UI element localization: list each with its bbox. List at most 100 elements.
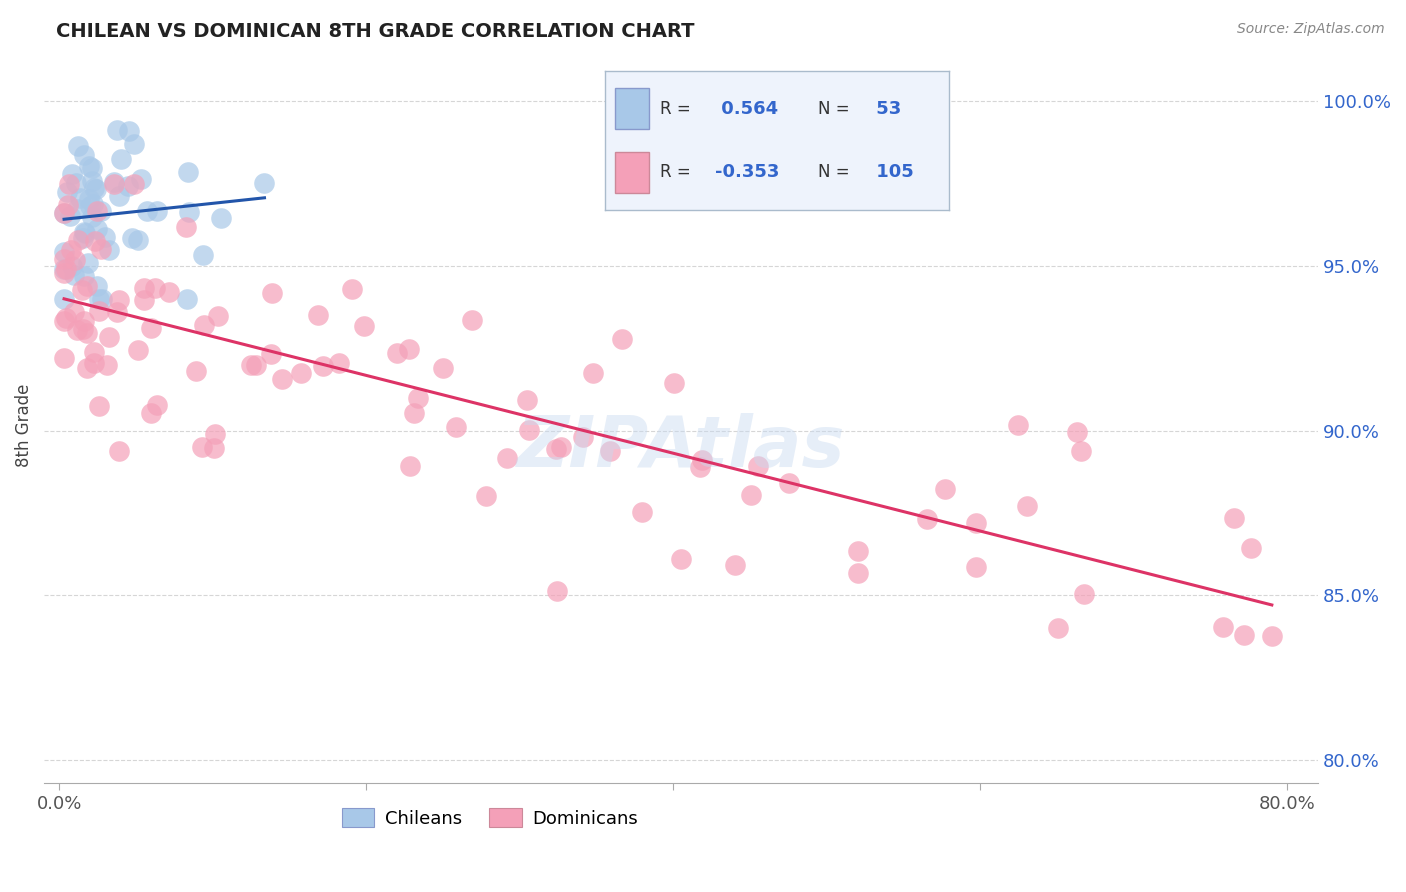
Point	[177, 205, 200, 219]
Point	[107, 305, 129, 319]
Point	[546, 442, 568, 456]
Point	[83, 181, 105, 195]
Point	[139, 406, 162, 420]
Point	[495, 450, 517, 465]
Point	[56, 185, 79, 199]
Point	[59, 209, 82, 223]
Point	[209, 211, 232, 226]
Point	[290, 366, 312, 380]
Point	[86, 278, 108, 293]
Point	[136, 204, 159, 219]
Point	[53, 266, 76, 280]
Point	[83, 355, 105, 369]
Point	[157, 285, 180, 300]
Point	[1233, 628, 1256, 642]
Point	[917, 512, 939, 526]
Point	[193, 247, 215, 261]
Point	[66, 234, 89, 248]
Point	[63, 252, 86, 267]
Point	[204, 427, 226, 442]
Text: R =: R =	[659, 163, 696, 181]
Point	[240, 358, 263, 372]
Point	[662, 376, 685, 391]
Point	[107, 293, 129, 307]
Point	[53, 351, 76, 366]
Point	[132, 293, 155, 307]
Point	[103, 175, 125, 189]
Legend: Chileans, Dominicans: Chileans, Dominicans	[335, 801, 645, 835]
Point	[108, 189, 131, 203]
Point	[474, 490, 496, 504]
Point	[60, 260, 83, 274]
Point	[75, 226, 97, 240]
Text: R =: R =	[659, 100, 696, 118]
Point	[55, 261, 77, 276]
Point	[516, 393, 538, 408]
Point	[143, 281, 166, 295]
Point	[253, 176, 276, 190]
Point	[245, 358, 267, 372]
Point	[1222, 511, 1244, 525]
Point	[461, 312, 484, 326]
Point	[193, 318, 215, 332]
Text: Source: ZipAtlas.com: Source: ZipAtlas.com	[1237, 22, 1385, 37]
Text: ZIPAtlas: ZIPAtlas	[517, 413, 845, 482]
Point	[146, 203, 169, 218]
Point	[90, 203, 112, 218]
Point	[127, 233, 149, 247]
Point	[90, 242, 112, 256]
Point	[55, 311, 77, 326]
Point	[340, 282, 363, 296]
Point	[73, 313, 96, 327]
Point	[69, 191, 91, 205]
Point	[846, 566, 869, 580]
Point	[408, 391, 430, 405]
Point	[1047, 621, 1070, 635]
Point	[778, 476, 800, 491]
Point	[72, 321, 94, 335]
Point	[186, 363, 208, 377]
Point	[73, 148, 96, 162]
Point	[121, 231, 143, 245]
Point	[740, 488, 762, 502]
Point	[145, 398, 167, 412]
Point	[399, 459, 422, 474]
Bar	[614, 88, 650, 129]
Point	[671, 551, 693, 566]
Point	[689, 460, 711, 475]
Point	[80, 210, 103, 224]
Point	[94, 229, 117, 244]
Point	[176, 292, 198, 306]
Text: CHILEAN VS DOMINICAN 8TH GRADE CORRELATION CHART: CHILEAN VS DOMINICAN 8TH GRADE CORRELATI…	[56, 22, 695, 41]
Point	[53, 206, 76, 220]
Point	[572, 430, 595, 444]
Text: 105: 105	[870, 163, 914, 181]
Point	[73, 268, 96, 283]
Point	[62, 305, 84, 319]
Point	[66, 138, 89, 153]
Text: 53: 53	[870, 100, 901, 118]
Point	[82, 174, 104, 188]
Point	[402, 406, 425, 420]
Point	[127, 343, 149, 357]
Point	[124, 177, 146, 191]
Point	[747, 458, 769, 473]
Point	[77, 256, 100, 270]
Point	[191, 440, 214, 454]
Point	[117, 124, 139, 138]
Point	[690, 452, 713, 467]
Point	[65, 323, 87, 337]
Point	[77, 159, 100, 173]
Point	[97, 243, 120, 257]
Point	[79, 193, 101, 207]
Point	[89, 292, 111, 306]
Point	[1017, 499, 1039, 513]
Point	[546, 584, 568, 599]
Point	[80, 161, 103, 175]
Point	[1007, 418, 1029, 433]
Point	[72, 231, 94, 245]
Point	[1240, 541, 1263, 555]
Point	[1212, 620, 1234, 634]
Point	[612, 332, 634, 346]
Point	[79, 199, 101, 213]
